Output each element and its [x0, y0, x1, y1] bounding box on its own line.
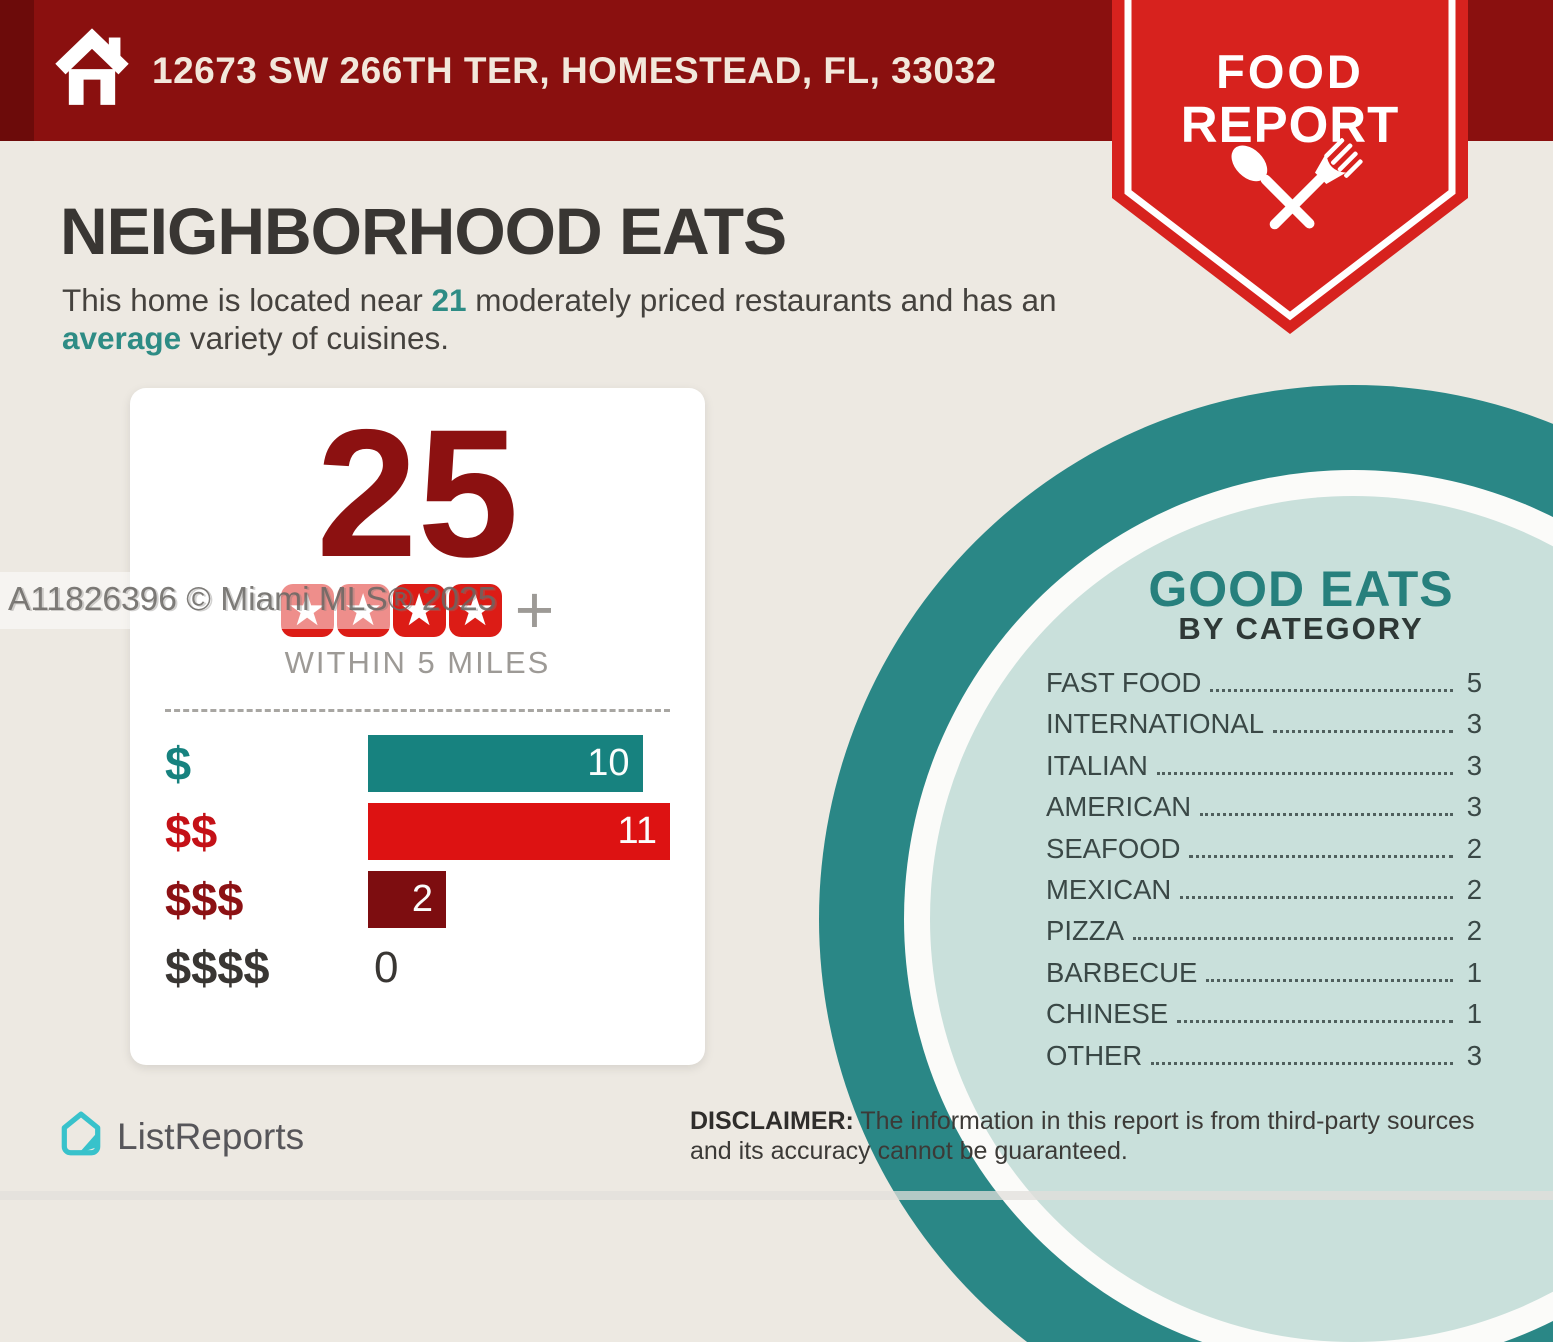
category-count: 1: [1466, 998, 1482, 1030]
category-label: AMERICAN: [1046, 791, 1192, 823]
listreports-logo: ListReports: [58, 1110, 304, 1163]
category-row: SEAFOOD 2: [1046, 833, 1482, 874]
bottom-edge-strip: [0, 1191, 1553, 1200]
dotted-leader: [1200, 813, 1453, 817]
bar-track: 10: [368, 735, 670, 792]
restaurant-count-highlight: 21: [431, 282, 467, 318]
bar-fill: 2: [368, 871, 446, 928]
category-row: MEXICAN 2: [1046, 874, 1482, 915]
restaurant-summary-card: 25 ★ ★ ★ ★ + WITHIN 5 MILES $ 10 $$ 11 $…: [130, 388, 705, 1065]
category-list: FAST FOOD 5 INTERNATIONAL 3 ITALIAN 3 AM…: [1046, 667, 1482, 1081]
category-row: INTERNATIONAL 3: [1046, 708, 1482, 749]
intro-paragraph: This home is located near 21 moderately …: [62, 282, 1057, 356]
price-tier-label: $$: [165, 805, 218, 858]
bar-fill: 11: [368, 803, 670, 860]
category-count: 5: [1466, 667, 1482, 698]
food-report-badge: FOOD REPORT: [1112, 0, 1468, 340]
price-tier-label: $$$: [165, 873, 244, 926]
badge-title-report: REPORT: [1180, 96, 1400, 153]
good-eats-title: GOOD EATS: [1148, 561, 1454, 617]
category-count: 3: [1466, 1039, 1482, 1071]
dotted-leader: [1210, 689, 1453, 692]
bar-value: 2: [411, 878, 433, 920]
category-count: 2: [1466, 832, 1482, 864]
category-row: PIZZA 2: [1046, 915, 1482, 956]
bar-value: 10: [587, 742, 630, 784]
radius-caption: WITHIN 5 MILES: [284, 645, 551, 680]
category-count: 2: [1466, 873, 1482, 905]
dotted-leader: [1206, 978, 1453, 982]
price-bar-row: $$$ 2: [165, 871, 670, 928]
property-address: 12673 SW 266TH TER, HOMESTEAD, FL, 33032: [152, 49, 997, 91]
dotted-leader: [1273, 730, 1453, 734]
plus-sign: +: [514, 572, 555, 648]
star-icon: ★: [392, 584, 446, 637]
bar-track: 0: [368, 939, 670, 996]
price-bar-row: $$$$ 0: [165, 939, 670, 996]
category-row: BARBECUE 1: [1046, 957, 1482, 998]
dotted-leader: [1156, 771, 1453, 775]
category-row: ITALIAN 3: [1046, 750, 1482, 791]
category-label: OTHER: [1046, 1039, 1143, 1071]
good-eats-subtitle: BY CATEGORY: [1178, 611, 1424, 646]
dotted-leader: [1189, 854, 1453, 858]
category-row: AMERICAN 3: [1046, 791, 1482, 832]
price-tier-label: $$$$: [165, 941, 270, 994]
header-edge-shade: [0, 0, 34, 141]
price-bar-row: $$ 11: [165, 803, 670, 860]
badge-title-food: FOOD: [1216, 45, 1364, 98]
price-tier-label: $: [165, 737, 192, 790]
mls-watermark: A11826396 © Miami MLS® 2025: [8, 581, 497, 618]
dotted-leader: [1180, 895, 1453, 899]
listreports-icon: [58, 1110, 104, 1163]
category-label: PIZZA: [1046, 915, 1124, 947]
category-count: 1: [1466, 956, 1482, 988]
category-count: 3: [1466, 791, 1482, 823]
category-label: FAST FOOD: [1046, 667, 1202, 698]
category-label: BARBECUE: [1046, 956, 1198, 988]
dotted-leader: [1151, 1061, 1453, 1065]
bar-fill: 10: [368, 735, 643, 792]
dotted-leader: [1132, 937, 1453, 941]
spoon-fork-icon: [1231, 138, 1363, 230]
home-icon: [52, 24, 132, 115]
price-bar-row: $ 10: [165, 735, 670, 792]
bar-track: 11: [368, 803, 670, 860]
dotted-leader: [1177, 1020, 1453, 1024]
category-count: 3: [1466, 749, 1482, 781]
category-label: SEAFOOD: [1046, 832, 1181, 864]
star-icon: ★: [448, 584, 502, 637]
category-row: FAST FOOD 5: [1046, 667, 1482, 708]
page-title: NEIGHBORHOOD EATS: [60, 194, 787, 268]
disclaimer: DISCLAIMER: The information in this repo…: [690, 1107, 1475, 1165]
category-label: MEXICAN: [1046, 873, 1172, 905]
restaurant-count: 25: [316, 391, 519, 595]
category-count: 3: [1466, 708, 1482, 740]
bar-value-zero: 0: [374, 943, 399, 992]
category-label: CHINESE: [1046, 998, 1169, 1030]
listreports-wordmark: ListReports: [117, 1115, 305, 1157]
category-label: INTERNATIONAL: [1046, 708, 1264, 740]
price-bars: $ 10 $$ 11 $$$ 2 $$$$ 0: [165, 735, 670, 1007]
bar-value: 11: [617, 810, 657, 852]
dashed-divider: [165, 709, 670, 712]
bar-track: 2: [368, 871, 670, 928]
category-count: 2: [1466, 915, 1482, 947]
category-row: CHINESE 1: [1046, 998, 1482, 1039]
category-row: OTHER 3: [1046, 1040, 1482, 1081]
watermark-backing: [0, 572, 392, 629]
category-label: ITALIAN: [1046, 749, 1148, 781]
variety-highlight: average: [62, 319, 182, 356]
